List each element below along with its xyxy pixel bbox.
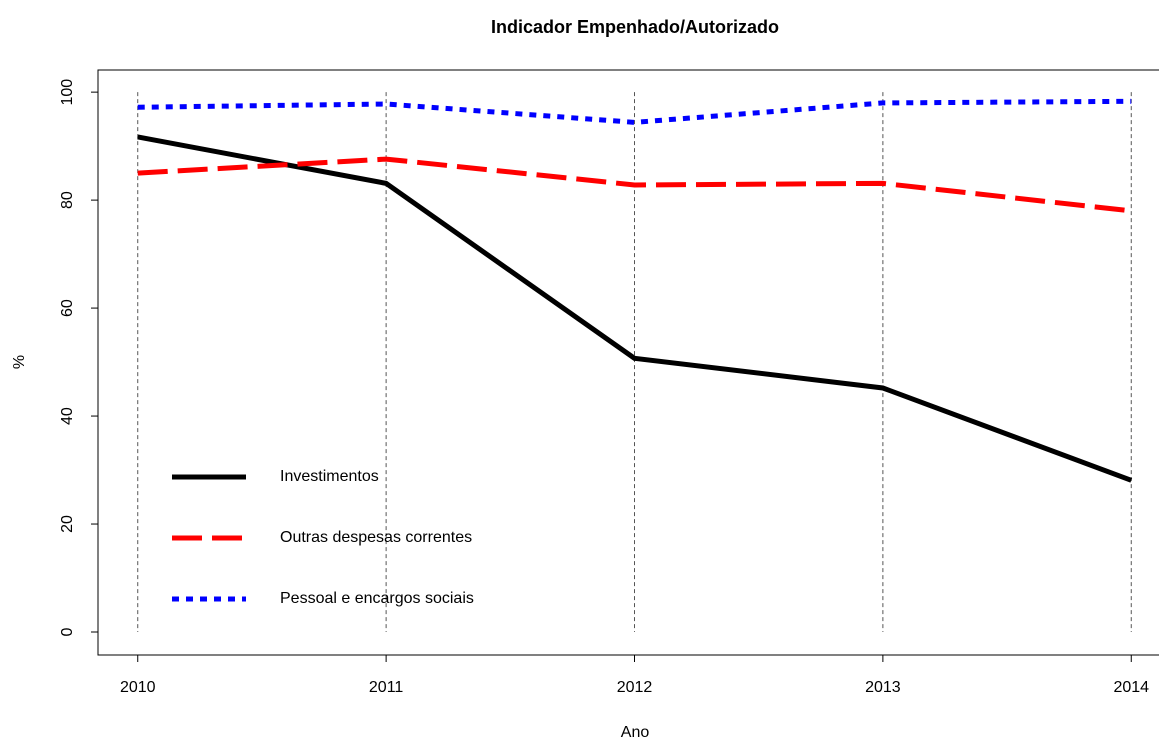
x-tick-label: 2012: [617, 679, 653, 696]
y-tick-label: 100: [59, 79, 76, 106]
y-tick-label: 0: [59, 627, 76, 636]
y-tick-label: 40: [59, 407, 76, 425]
y-axis-label: %: [11, 355, 28, 369]
legend-label: Investimentos: [280, 468, 379, 485]
x-axis-label: Ano: [621, 724, 650, 740]
legend-label: Pessoal e encargos sociais: [280, 590, 474, 607]
x-tick-label: 2010: [120, 679, 156, 696]
series-line: [137, 98, 1132, 125]
y-tick-label: 80: [59, 191, 76, 209]
series-line: [137, 156, 1132, 214]
x-tick-label: 2011: [369, 679, 404, 696]
y-tick-label: 60: [59, 299, 76, 317]
x-tick-label: 2013: [865, 679, 901, 696]
series-line: [137, 134, 1133, 483]
y-tick-label: 20: [59, 515, 76, 533]
chart-title: Indicador Empenhado/Autorizado: [491, 17, 779, 37]
x-tick-label: 2014: [1113, 679, 1149, 696]
legend-label: Outras despesas correntes: [280, 529, 472, 546]
